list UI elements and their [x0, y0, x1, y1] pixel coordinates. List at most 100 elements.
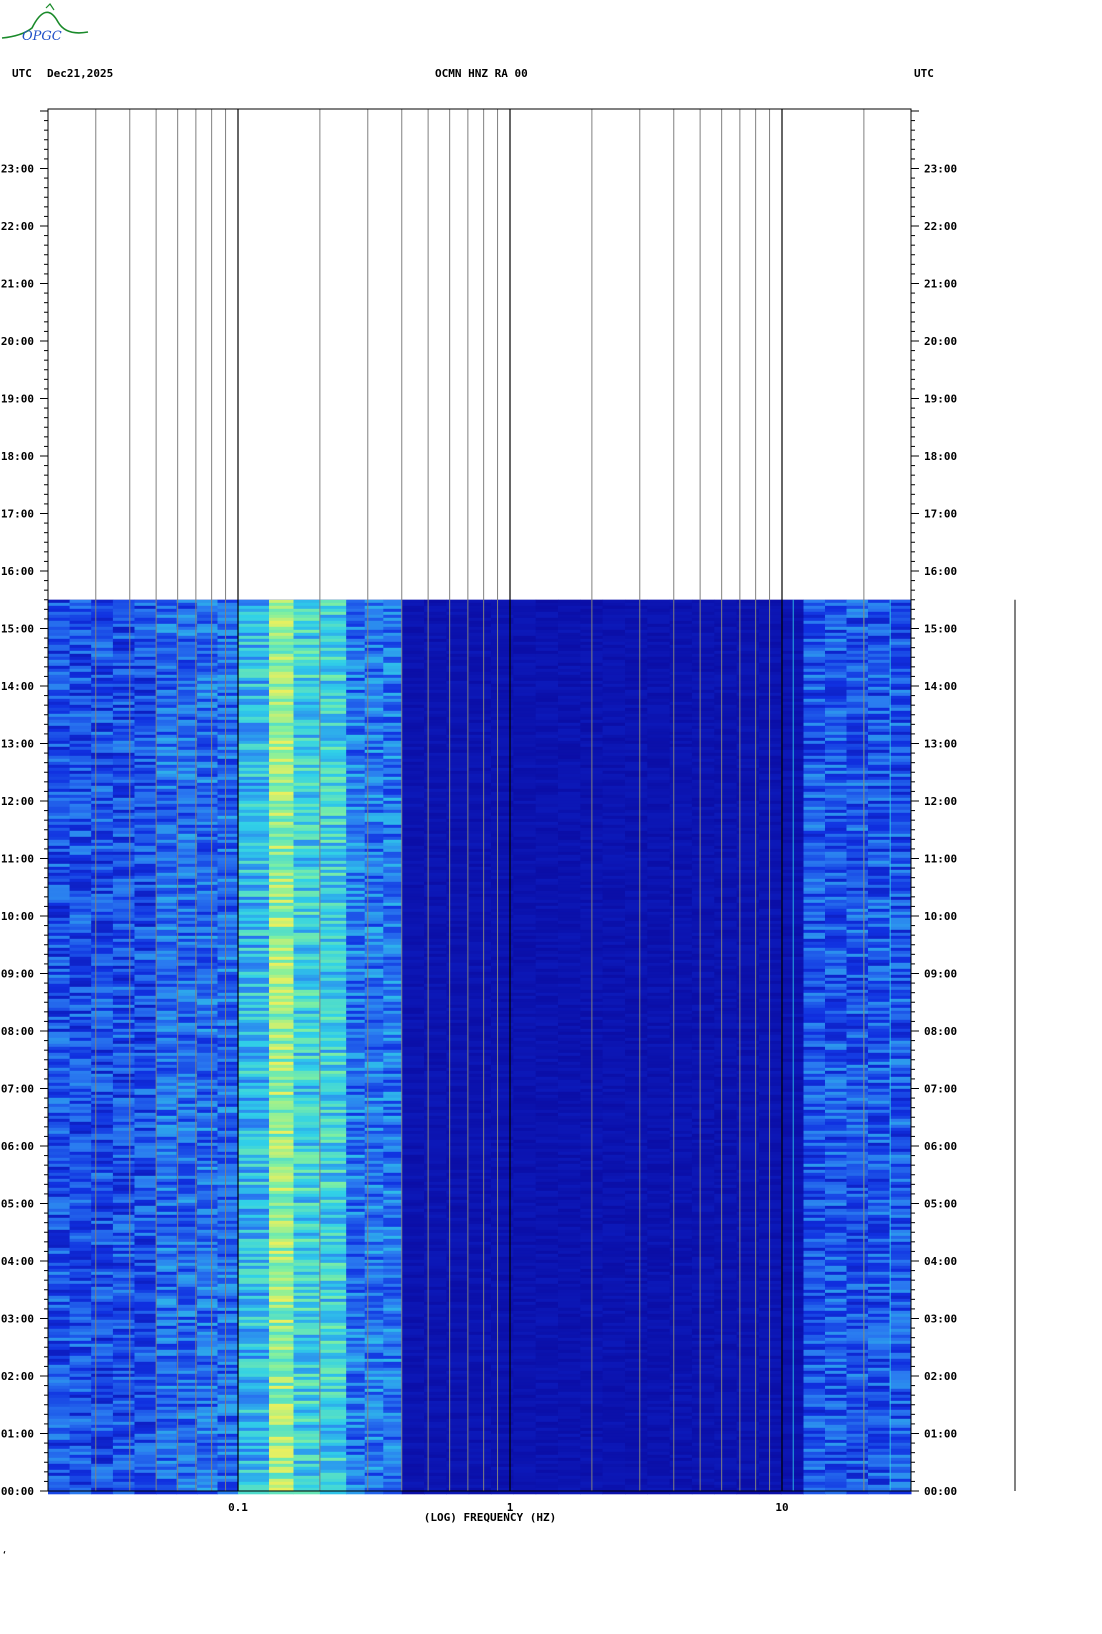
heatmap-cell — [156, 1166, 178, 1171]
heatmap-cell — [69, 1079, 92, 1084]
heatmap-cell — [91, 1064, 114, 1069]
heatmap-cell — [319, 1196, 347, 1201]
heatmap-cell — [176, 1427, 198, 1432]
heatmap-cell — [401, 824, 425, 829]
heatmap-cell — [238, 1325, 270, 1330]
heatmap-cell — [238, 1106, 270, 1111]
heatmap-cell — [401, 842, 425, 847]
heatmap-cell — [197, 1088, 219, 1093]
heatmap-cell — [134, 1346, 157, 1351]
heatmap-cell — [319, 1097, 347, 1102]
heatmap-cell — [69, 914, 92, 919]
heatmap-cell — [346, 1385, 366, 1390]
heatmap-cell — [346, 1394, 366, 1399]
heatmap-cell — [134, 1277, 157, 1282]
heatmap-cell — [134, 1070, 157, 1075]
heatmap-cell — [319, 1214, 347, 1219]
heatmap-cell — [91, 923, 114, 928]
heatmap-cell — [134, 1451, 157, 1456]
heatmap-cell — [346, 812, 366, 817]
heatmap-cell — [134, 953, 157, 958]
heatmap-cell — [69, 1232, 92, 1237]
heatmap-cell — [91, 1142, 114, 1147]
heatmap-cell — [91, 1283, 114, 1288]
heatmap-cell — [238, 1142, 270, 1147]
heatmap-cell — [156, 1289, 178, 1294]
heatmap-cell — [364, 1190, 384, 1195]
heatmap-cell — [91, 1454, 114, 1459]
heatmap-cell — [176, 1457, 198, 1462]
heatmap-cell — [269, 1256, 294, 1261]
heatmap-cell — [217, 1292, 239, 1297]
heatmap-cell — [48, 1028, 71, 1033]
heatmap-cell — [364, 1181, 384, 1186]
heatmap-cell — [346, 1262, 366, 1267]
heatmap-cell — [69, 1205, 92, 1210]
heatmap-cell — [346, 920, 366, 925]
heatmap-cell — [48, 1109, 71, 1114]
heatmap-cell — [238, 1484, 270, 1489]
heatmap-cell — [293, 698, 321, 703]
heatmap-cell — [319, 1019, 347, 1024]
heatmap-cell — [383, 716, 403, 721]
heatmap-cell — [134, 845, 157, 850]
heatmap-cell — [112, 932, 135, 937]
heatmap-cell — [346, 1382, 366, 1387]
heatmap-cell — [48, 980, 71, 985]
heatmap-cell — [176, 1109, 198, 1114]
heatmap-cell — [48, 1268, 71, 1273]
heatmap-cell — [69, 1469, 92, 1474]
heatmap-cell — [48, 1241, 71, 1246]
heatmap-cell — [48, 932, 71, 937]
heatmap-cell — [269, 1319, 294, 1324]
heatmap-cell — [269, 797, 294, 802]
heatmap-cell — [364, 1451, 384, 1456]
heatmap-cell — [217, 1421, 239, 1426]
heatmap-cell — [346, 1220, 366, 1225]
heatmap-cell — [401, 803, 425, 808]
heatmap-cell — [217, 638, 239, 643]
heatmap-cell — [156, 1085, 178, 1090]
heatmap-cell — [197, 1337, 219, 1342]
heatmap-cell — [176, 1103, 198, 1108]
heatmap-cell — [238, 887, 270, 892]
heatmap-cell — [269, 800, 294, 805]
heatmap-cell — [91, 986, 114, 991]
heatmap-cell — [112, 626, 135, 631]
heatmap-cell — [346, 1061, 366, 1066]
heatmap-cell — [69, 1037, 92, 1042]
heatmap-cell — [346, 1412, 366, 1417]
heatmap-cell — [112, 1274, 135, 1279]
heatmap-cell — [156, 977, 178, 982]
heatmap-cell — [346, 1301, 366, 1306]
heatmap-cell — [217, 806, 239, 811]
heatmap-cell — [156, 1238, 178, 1243]
heatmap-cell — [48, 686, 71, 691]
heatmap-cell — [176, 779, 198, 784]
heatmap-cell — [364, 713, 384, 718]
heatmap-cell — [197, 1220, 219, 1225]
heatmap-cell — [293, 1217, 321, 1222]
heatmap-cell — [69, 767, 92, 772]
heatmap-cell — [112, 1004, 135, 1009]
heatmap-cell — [269, 1484, 294, 1489]
heatmap-cell — [48, 779, 71, 784]
heatmap-cell — [319, 902, 347, 907]
heatmap-cell — [238, 890, 270, 895]
heatmap-cell — [346, 926, 366, 931]
heatmap-cell — [176, 1217, 198, 1222]
heatmap-cell — [176, 1172, 198, 1177]
heatmap-cell — [112, 737, 135, 742]
heatmap-cell — [91, 914, 114, 919]
heatmap-cell — [238, 728, 270, 733]
heatmap-cell — [217, 704, 239, 709]
heatmap-cell — [217, 824, 239, 829]
heatmap-cell — [217, 980, 239, 985]
heatmap-cell — [48, 1256, 71, 1261]
heatmap-cell — [197, 1304, 219, 1309]
heatmap-cell — [383, 1019, 403, 1024]
heatmap-cell — [238, 1316, 270, 1321]
heatmap-cell — [91, 1292, 114, 1297]
heatmap-cell — [91, 1049, 114, 1054]
heatmap-cell — [383, 965, 403, 970]
